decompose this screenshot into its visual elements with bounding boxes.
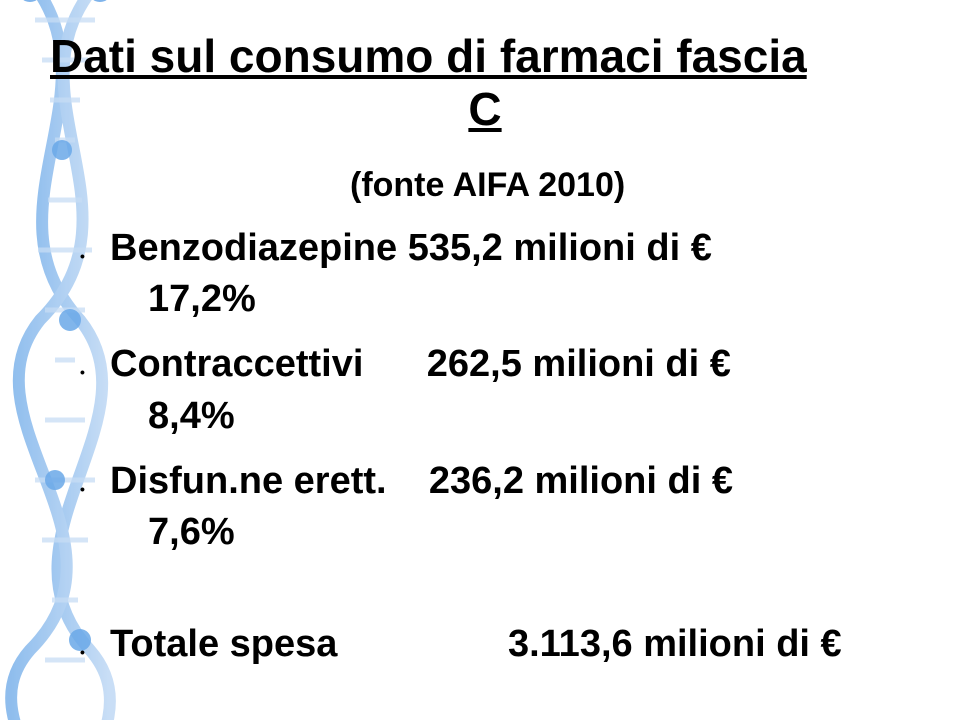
slide-content: Dati sul consumo di farmaci fascia C (fo… bbox=[50, 30, 920, 684]
item-pct: 8,4% bbox=[148, 391, 920, 442]
total-row: Totale spesa 3.113,6 milioni di € bbox=[110, 619, 920, 670]
item-pct: 7,6% bbox=[148, 507, 920, 558]
list-item: Disfun.ne erett. 236,2 milioni di € 7,6% bbox=[110, 456, 920, 559]
title-line2: C bbox=[50, 83, 920, 136]
slide-title: Dati sul consumo di farmaci fascia C bbox=[50, 30, 920, 136]
total-amount: 3.113,6 milioni di € bbox=[508, 623, 842, 665]
list-item: Benzodiazepine 535,2 milioni di € 17,2% bbox=[110, 223, 920, 326]
item-label: Benzodiazepine bbox=[110, 227, 397, 269]
item-amount: 262,5 milioni di € bbox=[427, 343, 731, 385]
title-line1: Dati sul consumo di farmaci fascia bbox=[50, 30, 807, 82]
item-amount: 236,2 milioni di € bbox=[429, 460, 733, 502]
item-label: Contraccettivi bbox=[110, 343, 363, 385]
item-pct: 17,2% bbox=[148, 274, 920, 325]
item-amount: 535,2 milioni di € bbox=[408, 227, 712, 269]
item-label: Disfun.ne erett. bbox=[110, 460, 387, 502]
total-label: Totale spesa bbox=[110, 623, 337, 665]
list-item: Contraccettivi 262,5 milioni di € 8,4% bbox=[110, 339, 920, 442]
subtitle: (fonte AIFA 2010) bbox=[350, 166, 920, 205]
